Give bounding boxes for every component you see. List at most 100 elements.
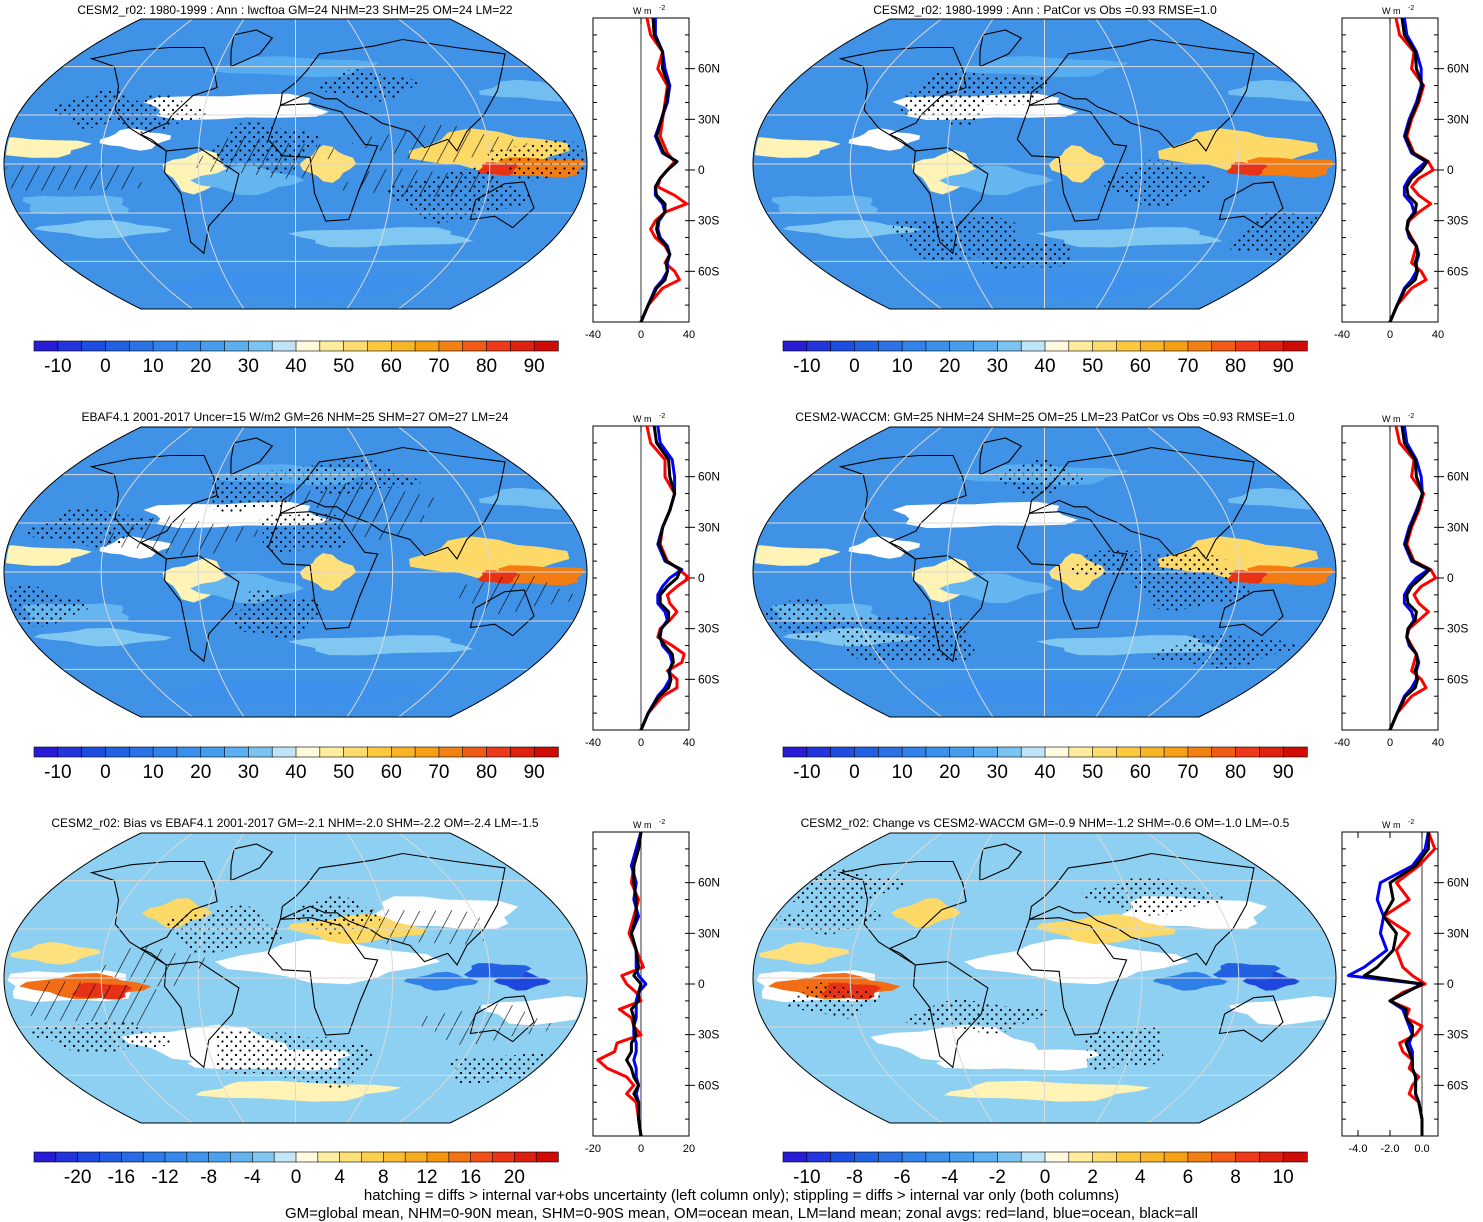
field-patch xyxy=(1226,570,1268,584)
colorbar-tick-label: 40 xyxy=(285,356,306,377)
colorbar-box xyxy=(1020,746,1046,758)
colorbar-tick-label: -8 xyxy=(846,1167,863,1186)
map-panel: CESM2_r02: 1980-1999 : Ann : PatCor vs O… xyxy=(752,3,1337,310)
colorbar-tick-label: -12 xyxy=(151,1167,178,1186)
colorbar-box xyxy=(248,746,273,758)
colorbar-tick-label: 10 xyxy=(892,762,913,783)
colorbar-tick-label: 8 xyxy=(1230,1167,1241,1186)
colorbar-box xyxy=(1044,340,1070,352)
stipple-region xyxy=(790,868,910,910)
coastline xyxy=(1016,511,1128,630)
map-title: CESM2_r02: Bias vs EBAF4.1 2001-2017 GM=… xyxy=(51,816,539,830)
colorbar-box xyxy=(152,340,178,352)
map-title: CESM2-WACCM: GM=25 NHM=24 SHM=25 OM=25 L… xyxy=(795,410,1295,424)
colorbar-box xyxy=(367,340,392,352)
zonal-lat-label: 30S xyxy=(698,214,719,228)
colorbar: -10 0 10 20 30 40 50 60 70 80 90 xyxy=(33,340,559,377)
coastline xyxy=(469,995,535,1043)
colorbar-box xyxy=(271,340,297,352)
zonal-units-label: W m xyxy=(1382,6,1401,16)
stipple-region xyxy=(208,470,291,514)
coastline xyxy=(1218,181,1284,229)
colorbar-box xyxy=(176,340,202,352)
hatch-region xyxy=(281,481,444,519)
colorbar-tick-label: -4 xyxy=(244,1167,261,1186)
colorbar-box xyxy=(1259,746,1284,758)
colorbar-box xyxy=(295,340,321,352)
zonal-lat-label: 30N xyxy=(1447,520,1469,534)
field-patch xyxy=(194,1080,402,1102)
zonal-lat-label: 30S xyxy=(1447,622,1468,636)
coastline xyxy=(163,147,240,255)
colorbar-box xyxy=(33,340,59,352)
colorbar-box xyxy=(973,340,999,352)
colorbar-box xyxy=(1259,1151,1284,1163)
colorbar-box xyxy=(462,340,488,352)
field-patch xyxy=(22,195,129,215)
graticule-lon xyxy=(1147,19,1240,309)
colorbar-box xyxy=(164,1151,188,1163)
colorbar-box xyxy=(901,1151,927,1163)
colorbar-box xyxy=(1282,1151,1308,1163)
coastline xyxy=(267,103,379,222)
colorbar: -10 0 10 20 30 40 50 60 70 80 90 xyxy=(782,340,1308,377)
footer-note-hatching: hatching = diffs > internal var+obs unce… xyxy=(363,1187,1120,1204)
colorbar-tick-label: 50 xyxy=(1082,762,1103,783)
stipple-region xyxy=(1079,876,1225,916)
field-patch xyxy=(771,195,878,215)
zonal-lat-label: 30S xyxy=(1447,1028,1468,1042)
zonal-lat-label: 0 xyxy=(1447,571,1454,585)
field-patch xyxy=(1226,162,1268,176)
colorbar-box xyxy=(997,1151,1022,1163)
colorbar-tick-label: 70 xyxy=(1177,762,1198,783)
coastline xyxy=(230,843,274,882)
colorbar-box xyxy=(390,340,416,352)
graticule-lon xyxy=(849,427,942,717)
field-patch xyxy=(6,545,92,566)
colorbar-box xyxy=(208,1151,232,1163)
graticule-lon xyxy=(1147,833,1240,1123)
colorbar-box xyxy=(925,340,951,352)
colorbar-box xyxy=(1139,1151,1165,1163)
field-patch xyxy=(33,627,173,647)
colorbar-box xyxy=(339,1151,363,1163)
field-patch xyxy=(287,635,474,656)
colorbar-box xyxy=(1282,340,1308,352)
zonal-series-all xyxy=(625,831,643,1137)
colorbar-box xyxy=(806,1151,832,1163)
zonal-lat-label: 30N xyxy=(698,112,720,126)
map-border xyxy=(752,426,1337,718)
coastline xyxy=(912,147,989,255)
zonal-lat-label: 0 xyxy=(698,163,705,177)
field-patch xyxy=(155,679,448,708)
colorbar-tick-label: 70 xyxy=(428,762,449,783)
colorbar-tick-label: 10 xyxy=(1273,1167,1294,1186)
zonal-series-land xyxy=(1388,17,1435,323)
graticule-lon xyxy=(346,19,394,309)
zonal-lat-label: 30N xyxy=(1447,112,1469,126)
hatch-region xyxy=(24,980,164,1026)
colorbar-box xyxy=(176,746,202,758)
colorbar-box xyxy=(200,340,226,352)
colorbar-box xyxy=(273,1151,297,1163)
zonal-series-all xyxy=(1362,832,1430,1136)
coastline xyxy=(979,437,1023,476)
colorbar-box xyxy=(438,340,464,352)
field-patch xyxy=(848,128,920,151)
stipple-region xyxy=(51,89,144,129)
colorbar: -10 0 10 20 30 40 50 60 70 80 90 xyxy=(782,746,1308,783)
colorbar-box xyxy=(128,746,154,758)
field-patch xyxy=(287,227,474,248)
zonal-lat-label: 60N xyxy=(698,62,720,76)
colorbar-tick-label: 40 xyxy=(285,762,306,783)
colorbar-box xyxy=(782,340,808,352)
graticule-lon xyxy=(197,427,245,717)
field-patch xyxy=(215,939,441,985)
stipple-region xyxy=(1080,1027,1164,1070)
stipple-region xyxy=(288,894,384,935)
zonal-lat-label: 30N xyxy=(1447,926,1469,940)
colorbar-tick-label: 10 xyxy=(143,762,164,783)
stipple-region xyxy=(1130,564,1252,611)
zonal-lat-label: 30N xyxy=(698,926,720,940)
colorbar-box xyxy=(925,746,951,758)
